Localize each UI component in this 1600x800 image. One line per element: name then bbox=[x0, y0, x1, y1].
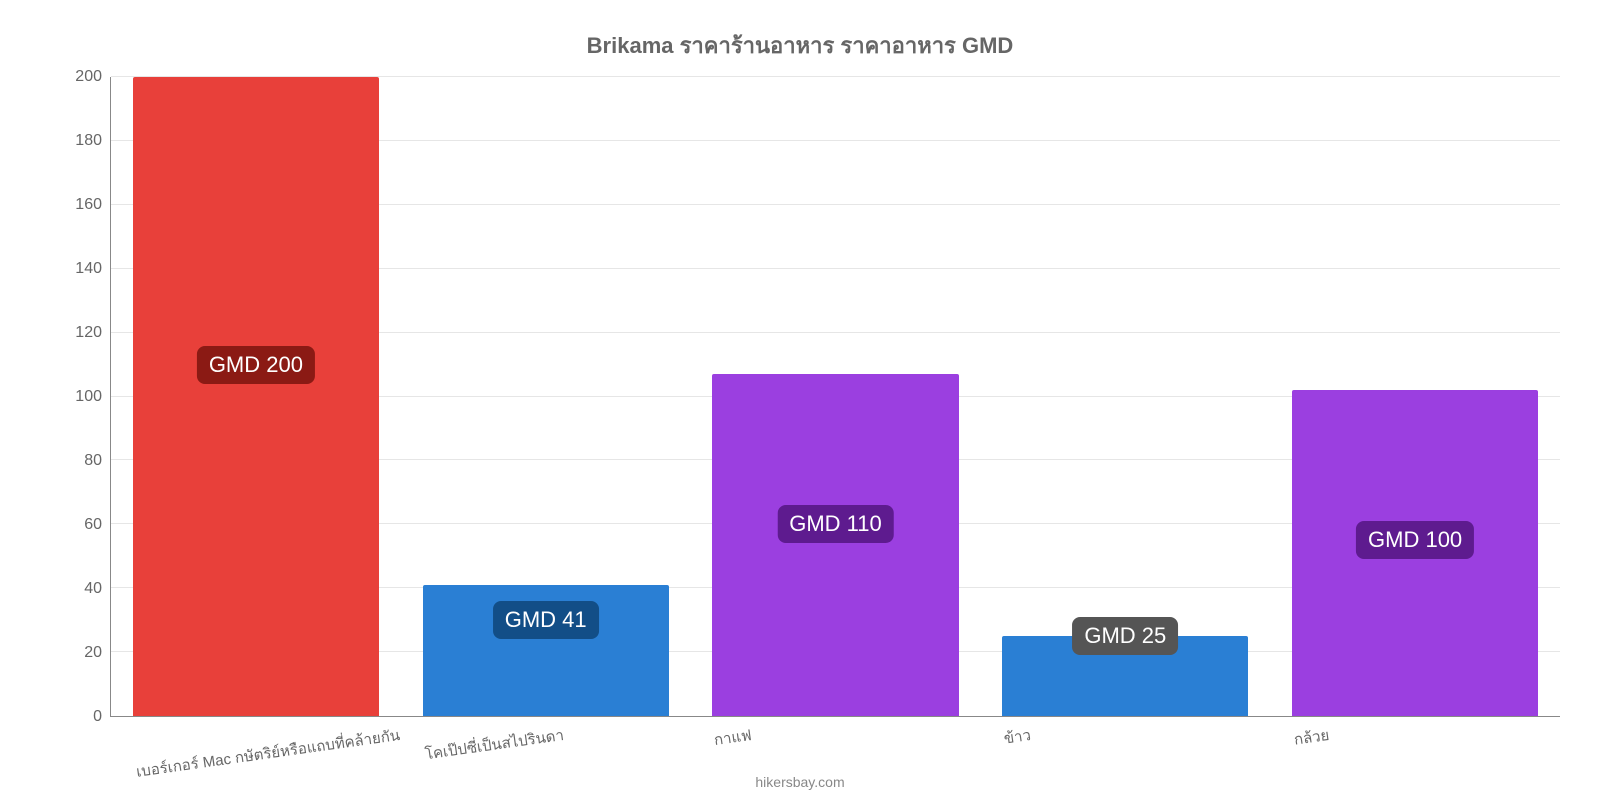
y-axis: 020406080100120140160180200 bbox=[40, 77, 110, 717]
chart-title: Brikama ราคาร้านอาหาร ราคาอาหาร GMD bbox=[40, 28, 1560, 63]
bar-value-label: GMD 200 bbox=[197, 346, 315, 384]
y-tick-label: 120 bbox=[42, 324, 102, 342]
bar-value-label: GMD 110 bbox=[777, 505, 894, 543]
x-tick-label: กล้วย bbox=[1292, 723, 1330, 752]
plot-area: GMD 200 GMD 41 GMD 110 GMD 25 GMD 100 bbox=[110, 77, 1560, 717]
y-tick-label: 180 bbox=[42, 132, 102, 150]
y-tick-label: 20 bbox=[42, 644, 102, 662]
bar-value-label: GMD 25 bbox=[1072, 617, 1178, 655]
chart-container: Brikama ราคาร้านอาหาร ราคาอาหาร GMD 0 20 4… bbox=[0, 0, 1600, 800]
y-tick-label: 100 bbox=[42, 388, 102, 406]
bar-value-label: GMD 100 bbox=[1356, 521, 1474, 559]
x-tick-label: กาแฟ bbox=[712, 723, 753, 752]
y-tick-label: 0 bbox=[42, 708, 102, 726]
y-tick-label: 140 bbox=[42, 260, 102, 278]
y-tick-label: 80 bbox=[42, 452, 102, 470]
y-tick-label: 60 bbox=[42, 516, 102, 534]
plot-row: 020406080100120140160180200 GMD 200GMD 4… bbox=[40, 77, 1560, 717]
x-tick-label: โคเป๊ปซี่เป็นสไปรินดา bbox=[423, 723, 565, 766]
bar bbox=[712, 374, 958, 716]
bar-value-label: GMD 41 bbox=[493, 601, 599, 639]
bar bbox=[133, 77, 379, 716]
y-tick-label: 40 bbox=[42, 580, 102, 598]
y-tick-label: 200 bbox=[42, 68, 102, 86]
y-tick-label: 160 bbox=[42, 196, 102, 214]
x-tick-label: ข้าว bbox=[1002, 723, 1032, 751]
attribution-text: hikersbay.com bbox=[0, 774, 1600, 790]
